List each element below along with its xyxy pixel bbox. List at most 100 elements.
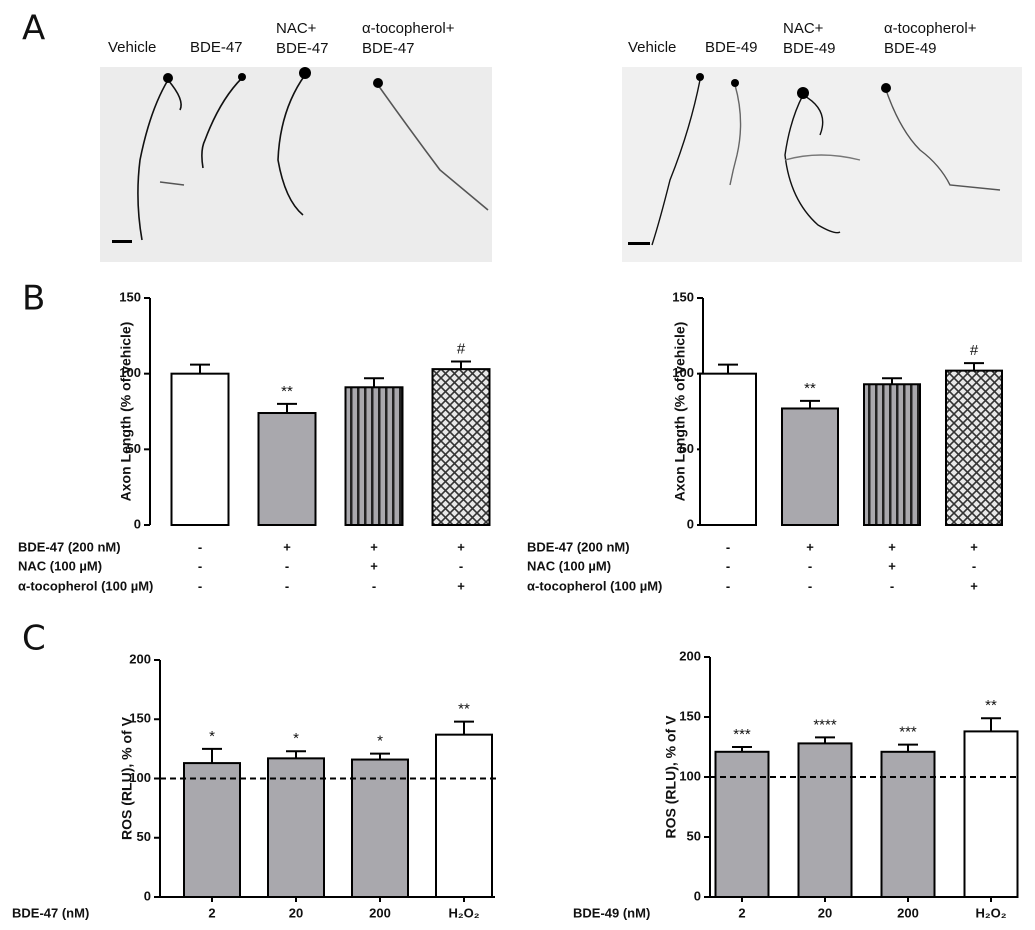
treatment-sign: +: [457, 539, 465, 554]
x-tick-label: 2: [208, 905, 215, 920]
treatment-sign: -: [459, 558, 463, 573]
y-tick-label: 50: [137, 829, 151, 844]
x-tick-label: H₂O₂: [975, 905, 1006, 920]
significance: ***: [733, 726, 751, 743]
x-axis-label: BDE-47 (nM): [12, 905, 89, 920]
condition-label: BDE-49: [705, 39, 758, 56]
treatment-sign: -: [726, 558, 730, 573]
condition-label: BDE-47: [190, 39, 243, 56]
significance: **: [281, 383, 293, 400]
bar: [351, 758, 409, 898]
treatment-sign: -: [372, 578, 376, 593]
error-bar: [451, 360, 471, 370]
treatment-sign: -: [808, 578, 812, 593]
treatment-sign: +: [370, 558, 378, 573]
x-tick-label: 200: [369, 905, 391, 920]
treatment-label: α-tocopherol (100 µM): [18, 578, 153, 593]
treatment-sign: -: [890, 578, 894, 593]
treatment-sign: -: [808, 558, 812, 573]
y-tick-label: 0: [144, 888, 151, 903]
treatment-label: α-tocopherol (100 µM): [527, 578, 662, 593]
condition-label: BDE-47: [362, 40, 415, 57]
error-bar: [364, 377, 384, 388]
treatment-sign: -: [285, 558, 289, 573]
y-tick-label: 50: [687, 828, 701, 843]
treatment-label: BDE-47 (200 nM): [527, 539, 630, 554]
error-bar: [370, 752, 390, 760]
y-tick-label: 0: [687, 516, 694, 531]
condition-label: BDE-47: [276, 40, 329, 57]
bar: [183, 762, 241, 898]
treatment-sign: -: [726, 539, 730, 554]
error-bar: [898, 743, 918, 752]
error-bar: [964, 362, 984, 371]
x-tick-label: 200: [897, 905, 919, 920]
bar-chart: 0 50 100 150 Axon Length (% of vehicle) ** # BD…: [18, 289, 491, 593]
y-tick-label: 100: [672, 365, 694, 380]
condition-label: BDE-49: [884, 40, 937, 57]
bar: [267, 757, 325, 898]
treatment-sign: -: [198, 578, 202, 593]
condition-label: Vehicle: [108, 39, 156, 56]
significance: *: [377, 733, 383, 750]
condition-label: NAC+: [276, 20, 317, 37]
treatment-label: BDE-47 (200 nM): [18, 539, 121, 554]
bar-chart: 0 50 100 150 Axon Length (% of vehicle) ** # BD…: [527, 289, 1003, 593]
error-bar: [202, 747, 222, 764]
significance: **: [804, 380, 816, 397]
error-bar: [718, 363, 738, 374]
x-tick-label: 2: [738, 905, 745, 920]
bar: [963, 730, 1019, 899]
condition-label: NAC+: [783, 20, 824, 37]
condition-label: Vehicle: [628, 39, 676, 56]
treatment-label: NAC (100 µM): [18, 558, 102, 573]
y-tick-label: 50: [680, 441, 694, 456]
condition-label: α-tocopherol+: [884, 20, 977, 37]
significance: **: [458, 701, 470, 718]
bar: [880, 750, 936, 898]
bar-chart: 0 50 100 150 200 ROS (RLU), % of V BDE-49 (nM)…: [573, 648, 1020, 920]
error-bar: [190, 363, 210, 374]
significance: ***: [899, 724, 917, 741]
treatment-sign: +: [888, 558, 896, 573]
treatment-sign: +: [806, 539, 814, 554]
bar: [257, 412, 317, 526]
x-tick-label: 20: [818, 905, 832, 920]
y-tick-label: 200: [129, 651, 151, 666]
condition-label: BDE-49: [783, 40, 836, 57]
y-tick-label: 0: [694, 888, 701, 903]
treatment-sign: -: [198, 558, 202, 573]
error-bar: [454, 720, 474, 735]
bar: [170, 372, 230, 526]
treatment-sign: +: [283, 539, 291, 554]
error-bar: [277, 402, 297, 414]
error-bar: [981, 717, 1001, 732]
bar: [344, 386, 404, 526]
x-tick-label: H₂O₂: [448, 905, 479, 920]
panel-label: B: [22, 279, 45, 319]
error-bar: [800, 399, 820, 409]
significance: *: [293, 730, 299, 747]
treatment-label: NAC (100 µM): [527, 558, 611, 573]
bar: [781, 407, 839, 526]
y-tick-label: 50: [127, 441, 141, 456]
y-tick-label: 0: [134, 516, 141, 531]
treatment-sign: +: [370, 539, 378, 554]
treatment-sign: +: [970, 578, 978, 593]
y-axis-label: ROS (RLU), % of V: [119, 716, 135, 840]
condition-label: α-tocopherol+: [362, 20, 455, 37]
micrograph-left: [100, 67, 492, 262]
y-tick-label: 100: [679, 768, 701, 783]
x-tick-label: 20: [289, 905, 303, 920]
bar: [863, 383, 921, 527]
treatment-sign: -: [726, 578, 730, 593]
treatment-sign: -: [198, 539, 202, 554]
x-axis-label: BDE-49 (nM): [573, 905, 650, 920]
error-bar: [732, 746, 752, 752]
significance: **: [985, 697, 997, 714]
bar: [797, 742, 853, 899]
error-bar: [815, 736, 835, 744]
significance: *: [209, 728, 215, 745]
y-tick-label: 150: [119, 289, 141, 304]
y-tick-label: 200: [679, 648, 701, 663]
